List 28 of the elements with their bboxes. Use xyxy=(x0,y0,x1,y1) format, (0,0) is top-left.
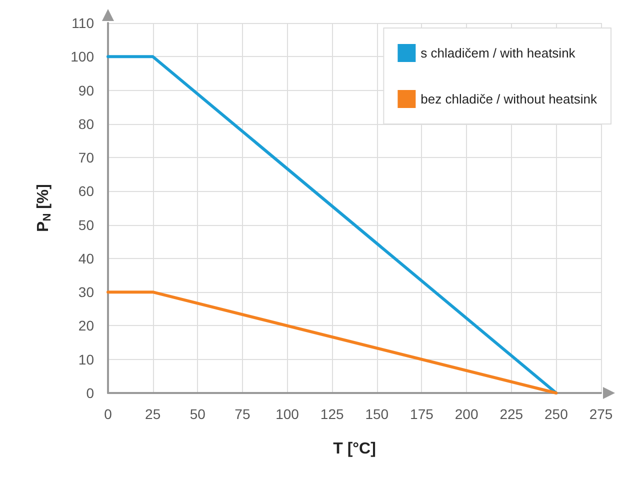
y-tick-label: 110 xyxy=(72,15,94,31)
x-tick-label: 250 xyxy=(544,406,568,422)
x-tick-label: 175 xyxy=(410,406,434,422)
y-tick-label: 70 xyxy=(78,150,94,166)
x-tick-label: 200 xyxy=(454,406,478,422)
y-tick-label: 20 xyxy=(78,318,94,334)
y-tick-label: 40 xyxy=(78,250,94,266)
x-tick-label: 275 xyxy=(589,406,613,422)
y-tick-label: 80 xyxy=(78,116,94,132)
y-tick-label: 0 xyxy=(86,385,94,401)
x-tick-label: 25 xyxy=(145,406,161,422)
y-tick-label: 90 xyxy=(78,82,94,98)
x-tick-label: 100 xyxy=(276,406,300,422)
y-tick-label: 60 xyxy=(78,183,94,200)
x-tick-label: 125 xyxy=(320,406,344,422)
x-tick-label: 50 xyxy=(190,406,206,422)
y-tick-label: 50 xyxy=(78,216,94,233)
x-tick-label: 225 xyxy=(500,406,524,422)
legend-label: bez chladiče / without heatsink xyxy=(420,92,598,106)
x-tick-label: 0 xyxy=(104,406,112,422)
legend-label: s chladičem / with heatsink xyxy=(420,46,576,60)
y-tick-label: 100 xyxy=(70,48,94,65)
x-tick-label: 150 xyxy=(365,406,389,422)
x-tick-label: 75 xyxy=(234,406,250,422)
y-tick-label: 10 xyxy=(78,351,94,368)
x-axis-title: T [°C] xyxy=(333,440,376,458)
y-tick-label: 30 xyxy=(78,284,94,300)
y-axis-title: PN [%] xyxy=(35,184,54,232)
